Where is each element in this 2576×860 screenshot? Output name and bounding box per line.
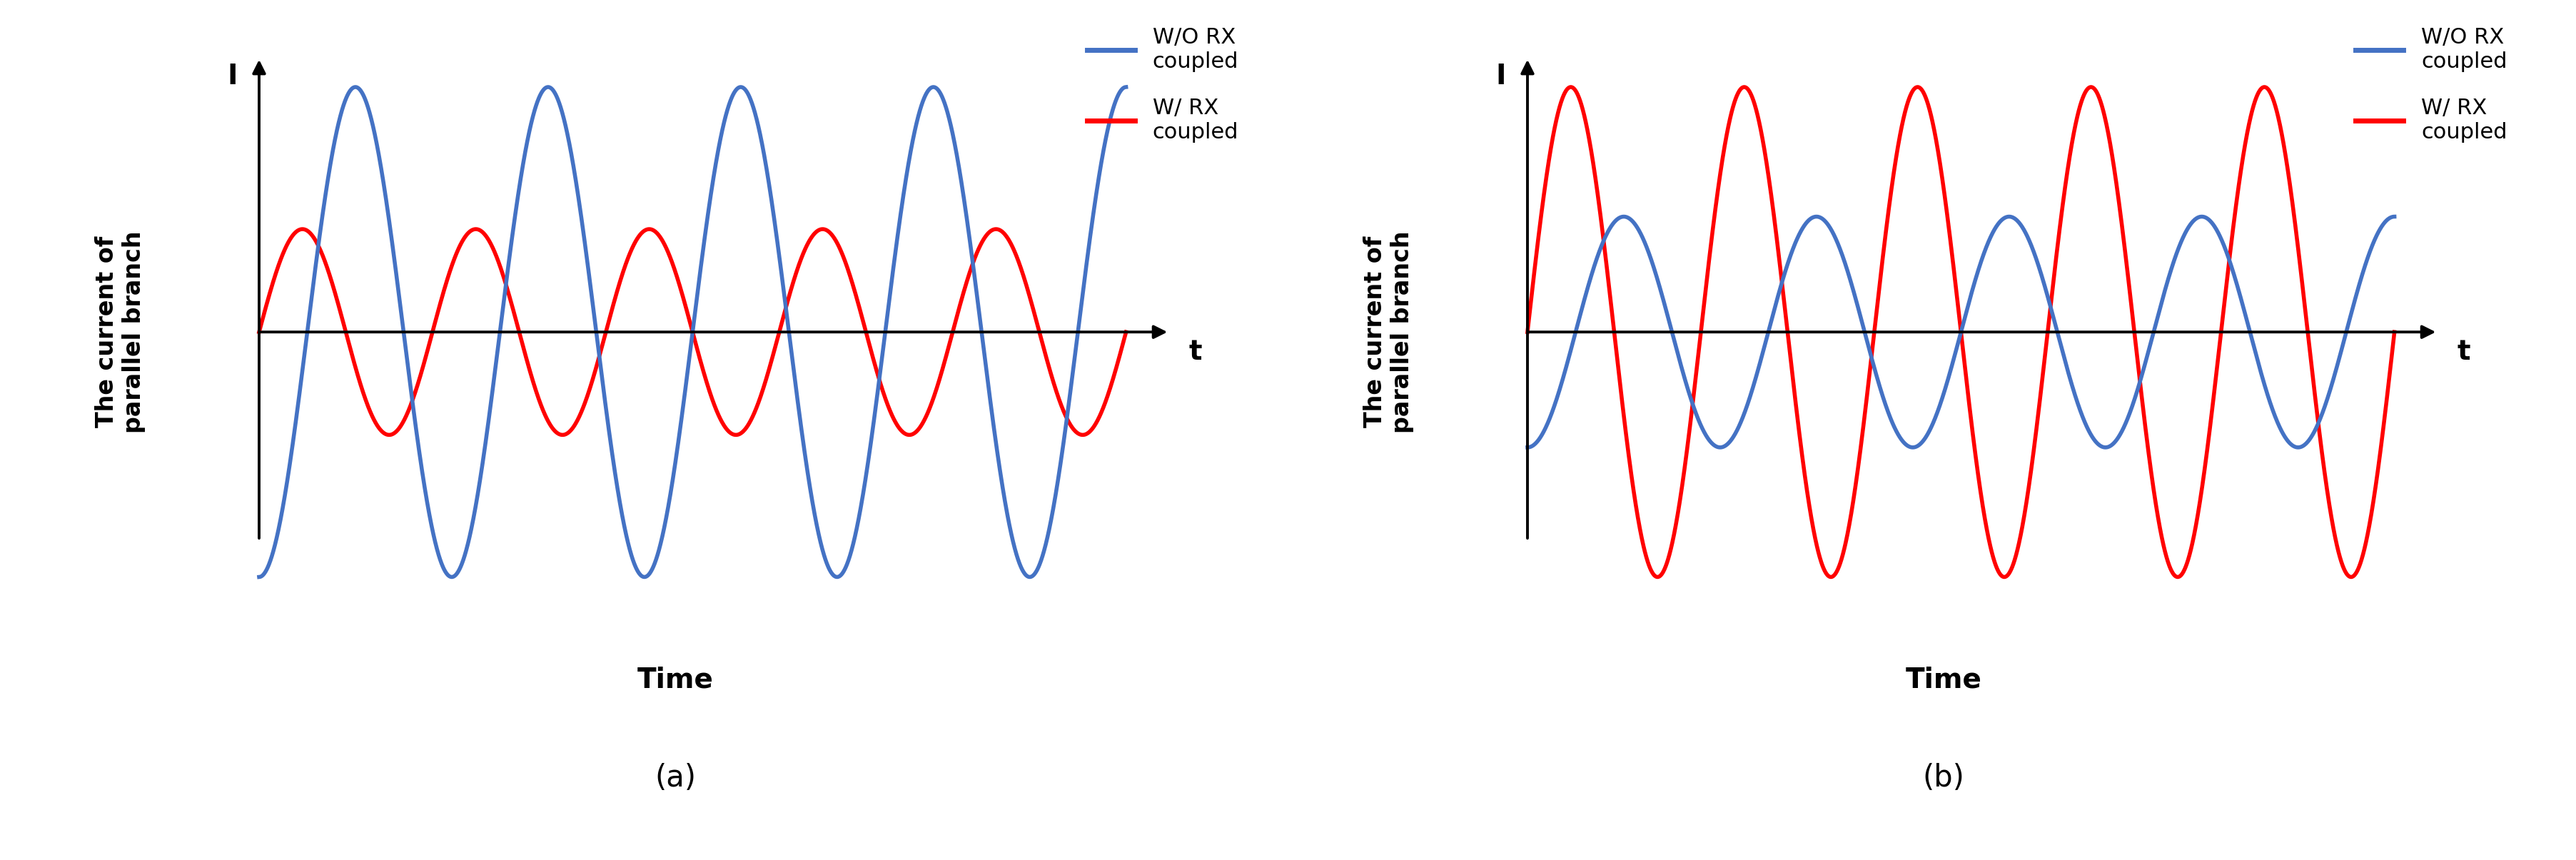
Legend: W/O RX
coupled, W/ RX
coupled: W/O RX coupled, W/ RX coupled xyxy=(1082,21,1244,149)
Text: t: t xyxy=(2458,338,2470,366)
Legend: W/O RX
coupled, W/ RX
coupled: W/O RX coupled, W/ RX coupled xyxy=(2349,21,2514,149)
Text: (a): (a) xyxy=(654,763,696,793)
Text: (b): (b) xyxy=(1922,763,1965,793)
Text: I: I xyxy=(227,63,237,89)
Text: t: t xyxy=(1188,338,1203,366)
Text: The current of
parallel branch: The current of parallel branch xyxy=(95,230,147,433)
Text: Time: Time xyxy=(636,666,714,693)
Text: Time: Time xyxy=(1906,666,1981,693)
Text: I: I xyxy=(1497,63,1507,89)
Text: The current of
parallel branch: The current of parallel branch xyxy=(1363,230,1414,433)
